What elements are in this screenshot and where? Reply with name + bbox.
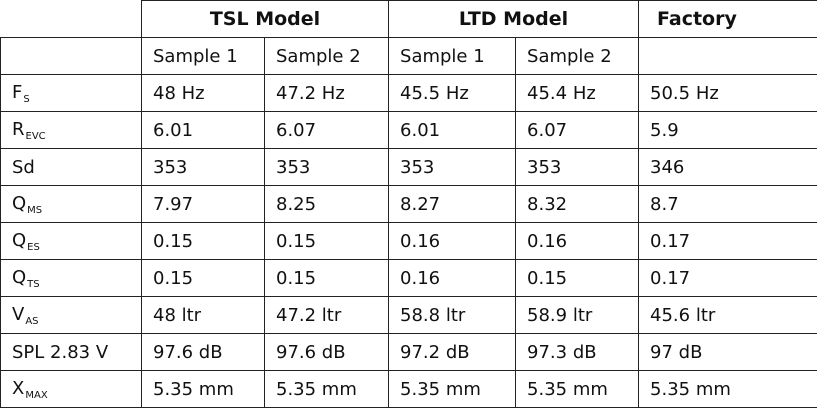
value-cell: 346 [639,149,817,186]
value-cell: 6.07 [265,112,389,149]
param-symbol: F [12,82,22,103]
value-cell: 97 dB [639,334,817,371]
value-cell: 5.35 mm [389,371,516,408]
value-cell: 47.2 ltr [265,297,389,334]
value-cell: 8.7 [639,186,817,223]
value-cell: 5.35 mm [265,371,389,408]
value-cell: 45.6 ltr [639,297,817,334]
param-subscript: ES [27,242,40,253]
param-cell: VAS [1,297,142,334]
sample-header-ltd-2: Sample 2 [516,38,639,75]
value-cell: 58.9 ltr [516,297,639,334]
value-cell: 5.9 [639,112,817,149]
param-subscript: AS [25,316,38,327]
value-cell: 0.15 [142,223,265,260]
param-cell: QES [1,223,142,260]
param-subscript: EVC [26,131,46,142]
value-cell: 0.17 [639,260,817,297]
sample-header-row: Sample 1 Sample 2 Sample 1 Sample 2 [1,38,817,75]
param-cell: REVC [1,112,142,149]
sample-header-tsl-1: Sample 1 [142,38,265,75]
param-cell: QMS [1,186,142,223]
value-cell: 6.07 [516,112,639,149]
param-symbol: R [12,119,25,140]
value-cell: 97.3 dB [516,334,639,371]
value-cell: 6.01 [142,112,265,149]
value-cell: 45.5 Hz [389,75,516,112]
param-cell: QTS [1,260,142,297]
param-symbol: Q [12,230,26,251]
value-cell: 0.17 [639,223,817,260]
value-cell: 0.15 [265,223,389,260]
param-symbol: Sd [12,157,35,178]
sample-header-blank [1,38,142,75]
value-cell: 48 Hz [142,75,265,112]
value-cell: 6.01 [389,112,516,149]
group-header-tsl: TSL Model [142,1,389,38]
value-cell: 50.5 Hz [639,75,817,112]
value-cell: 0.15 [516,260,639,297]
param-cell: FS [1,75,142,112]
value-cell: 48 ltr [142,297,265,334]
value-cell: 47.2 Hz [265,75,389,112]
value-cell: 0.16 [516,223,639,260]
sample-header-factory-blank [639,38,817,75]
group-header-ltd: LTD Model [389,1,639,38]
value-cell: 8.32 [516,186,639,223]
value-cell: 0.16 [389,260,516,297]
param-subscript: MS [27,205,42,216]
value-cell: 353 [389,149,516,186]
value-cell: 0.15 [142,260,265,297]
param-cell: SPL 2.83 V [1,334,142,371]
sample-header-ltd-1: Sample 1 [389,38,516,75]
value-cell: 8.25 [265,186,389,223]
param-symbol: V [12,304,24,325]
param-symbol: SPL 2.83 V [12,342,108,363]
group-header-factory: Factory [639,1,817,38]
param-symbol: Q [12,267,26,288]
corner-cell [1,1,142,38]
value-cell: 58.8 ltr [389,297,516,334]
value-cell: 5.35 mm [639,371,817,408]
param-symbol: X [12,378,24,399]
value-cell: 97.6 dB [142,334,265,371]
value-cell: 97.6 dB [265,334,389,371]
value-cell: 7.97 [142,186,265,223]
value-cell: 45.4 Hz [516,75,639,112]
param-cell: XMAX [1,371,142,408]
value-cell: 353 [142,149,265,186]
value-cell: 8.27 [389,186,516,223]
param-subscript: S [23,94,29,105]
value-cell: 353 [516,149,639,186]
value-cell: 0.15 [265,260,389,297]
param-subscript: TS [27,279,39,290]
value-cell: 5.35 mm [142,371,265,408]
group-header-row: TSL Model LTD Model Factory [1,1,817,38]
value-cell: 5.35 mm [516,371,639,408]
param-subscript: MAX [25,390,47,401]
param-cell: Sd [1,149,142,186]
param-symbol: Q [12,193,26,214]
value-cell: 353 [265,149,389,186]
value-cell: 97.2 dB [389,334,516,371]
sample-header-tsl-2: Sample 2 [265,38,389,75]
value-cell: 0.16 [389,223,516,260]
